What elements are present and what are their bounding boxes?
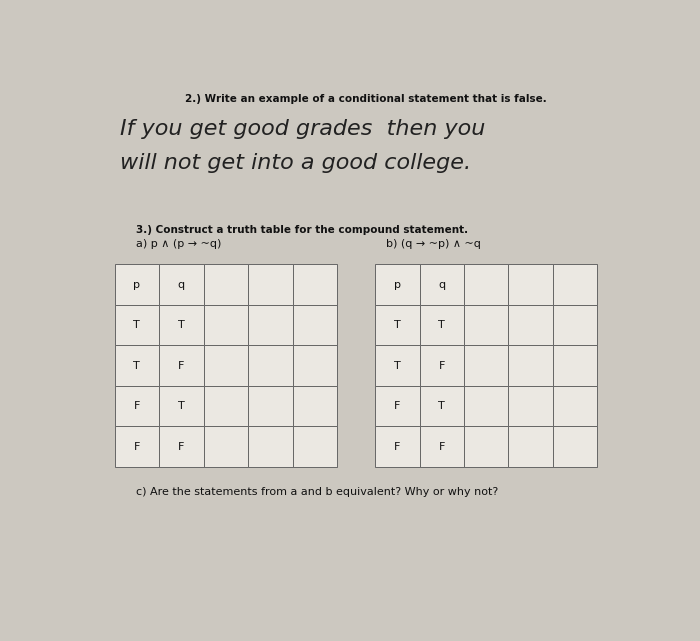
Text: F: F	[394, 442, 400, 452]
Bar	[553, 345, 598, 386]
Bar	[553, 386, 598, 426]
Text: If you get good grades  then you: If you get good grades then you	[120, 119, 485, 139]
Bar	[553, 305, 598, 345]
Bar	[159, 265, 204, 305]
Bar	[115, 345, 159, 386]
Bar	[553, 265, 598, 305]
Bar	[375, 386, 419, 426]
Text: T: T	[394, 320, 400, 330]
Bar	[375, 305, 419, 345]
Text: T: T	[178, 320, 185, 330]
Bar	[464, 386, 508, 426]
Text: F: F	[439, 442, 445, 452]
Text: F: F	[178, 442, 185, 452]
Bar	[204, 265, 248, 305]
Bar	[159, 426, 204, 467]
Bar	[464, 305, 508, 345]
Text: F: F	[439, 361, 445, 370]
Bar	[508, 345, 553, 386]
Bar	[293, 265, 337, 305]
Text: F: F	[394, 401, 400, 411]
Text: F: F	[178, 361, 185, 370]
Bar	[115, 305, 159, 345]
Bar	[508, 426, 553, 467]
Bar	[248, 265, 293, 305]
Text: q: q	[438, 279, 445, 290]
Text: 3.) Construct a truth table for the compound statement.: 3.) Construct a truth table for the comp…	[136, 225, 468, 235]
Text: b) (q → ~p) ∧ ~q: b) (q → ~p) ∧ ~q	[386, 239, 481, 249]
Bar	[115, 265, 159, 305]
Bar	[293, 345, 337, 386]
Text: 2.) Write an example of a conditional statement that is false.: 2.) Write an example of a conditional st…	[185, 94, 547, 104]
Bar	[419, 305, 464, 345]
Bar	[204, 426, 248, 467]
Bar	[419, 386, 464, 426]
Bar	[508, 305, 553, 345]
Bar	[419, 426, 464, 467]
Text: will not get into a good college.: will not get into a good college.	[120, 153, 471, 174]
Bar	[419, 345, 464, 386]
Text: p: p	[394, 279, 401, 290]
Bar	[508, 386, 553, 426]
Bar	[204, 386, 248, 426]
Bar	[464, 265, 508, 305]
Bar	[375, 345, 419, 386]
Bar	[375, 426, 419, 467]
Bar	[115, 386, 159, 426]
Bar	[293, 386, 337, 426]
Bar	[248, 386, 293, 426]
Bar	[204, 305, 248, 345]
Bar	[159, 305, 204, 345]
Text: a) p ∧ (p → ~q): a) p ∧ (p → ~q)	[136, 239, 222, 249]
Bar	[248, 426, 293, 467]
Bar	[508, 265, 553, 305]
Text: T: T	[438, 320, 445, 330]
Text: T: T	[134, 361, 140, 370]
Bar	[248, 305, 293, 345]
Bar	[293, 426, 337, 467]
Text: F: F	[134, 442, 140, 452]
Bar	[159, 386, 204, 426]
Text: T: T	[438, 401, 445, 411]
Bar	[293, 305, 337, 345]
Text: p: p	[134, 279, 141, 290]
Bar	[248, 345, 293, 386]
Text: T: T	[394, 361, 400, 370]
Text: F: F	[134, 401, 140, 411]
Bar	[419, 265, 464, 305]
Text: T: T	[178, 401, 185, 411]
Text: T: T	[134, 320, 140, 330]
Bar	[204, 345, 248, 386]
Bar	[464, 345, 508, 386]
Text: q: q	[178, 279, 185, 290]
Bar	[115, 426, 159, 467]
Bar	[159, 345, 204, 386]
Bar	[375, 265, 419, 305]
Bar	[464, 426, 508, 467]
Bar	[553, 426, 598, 467]
Text: c) Are the statements from a and b equivalent? Why or why not?: c) Are the statements from a and b equiv…	[136, 487, 498, 497]
